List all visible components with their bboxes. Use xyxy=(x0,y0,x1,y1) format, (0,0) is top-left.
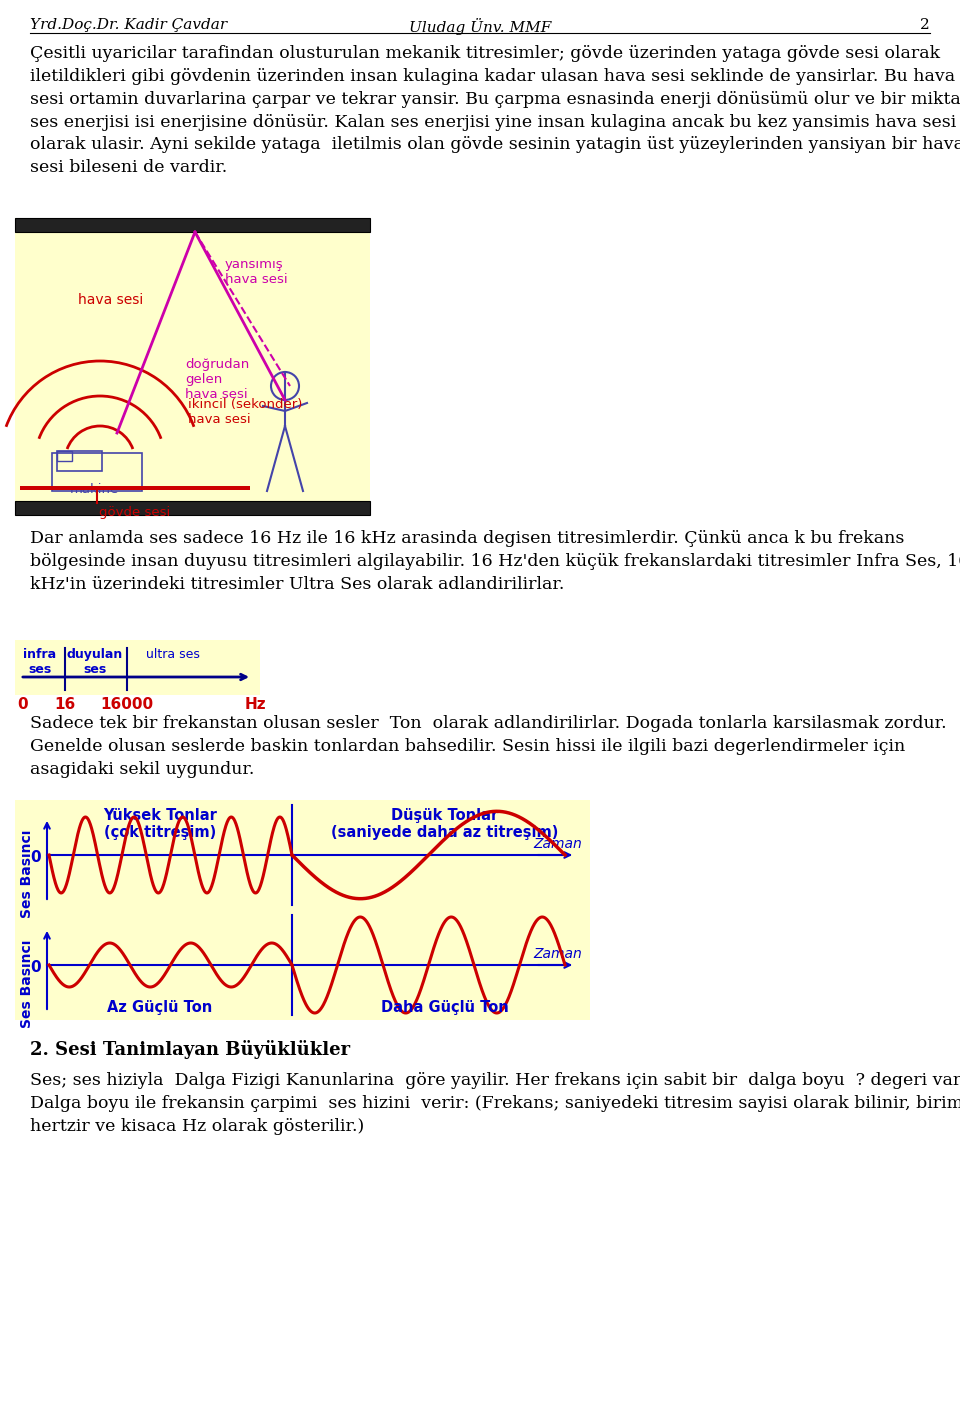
Text: Yrd.Doç.Dr. Kadir Çavdar: Yrd.Doç.Dr. Kadir Çavdar xyxy=(30,18,228,32)
Text: gövde sesi: gövde sesi xyxy=(100,506,171,519)
Text: Ses; ses hiziyla  Dalga Fizigi Kanunlarina  göre yayilir. Her frekans için sabit: Ses; ses hiziyla Dalga Fizigi Kanunlarin… xyxy=(30,1072,960,1134)
Text: 0: 0 xyxy=(31,850,41,865)
Text: makine: makine xyxy=(70,483,119,496)
Text: Az Güçlü Ton: Az Güçlü Ton xyxy=(108,1000,212,1014)
Text: Yüksek Tonlar
(çok titreşim): Yüksek Tonlar (çok titreşim) xyxy=(103,807,217,840)
Bar xyxy=(15,502,370,516)
Text: Zaman: Zaman xyxy=(533,947,582,961)
Bar xyxy=(15,800,590,1020)
Text: 16: 16 xyxy=(55,697,76,712)
Text: Çesitli uyaricilar tarafindan olusturulan mekanik titresimler; gövde üzerinden y: Çesitli uyaricilar tarafindan olusturula… xyxy=(30,45,960,176)
Text: Dar anlamda ses sadece 16 Hz ile 16 kHz arasinda degisen titresimlerdir. Çünkü a: Dar anlamda ses sadece 16 Hz ile 16 kHz … xyxy=(30,530,960,593)
Text: doğrudan
gelen
hava sesi: doğrudan gelen hava sesi xyxy=(185,358,250,402)
Text: Zaman: Zaman xyxy=(533,837,582,851)
Bar xyxy=(20,486,250,490)
Text: Ses Basıncı: Ses Basıncı xyxy=(20,830,34,919)
Bar xyxy=(15,218,370,232)
Text: hava sesi: hava sesi xyxy=(78,293,143,307)
Text: 2: 2 xyxy=(921,18,930,32)
Text: ultra ses: ultra ses xyxy=(146,648,200,661)
Bar xyxy=(15,218,370,503)
Text: 0: 0 xyxy=(17,697,28,712)
Text: Düşük Tonlar
(saniyede daha az titreşim): Düşük Tonlar (saniyede daha az titreşim) xyxy=(331,807,559,840)
Bar xyxy=(52,454,142,490)
Text: ikincil (sekonder)
hava sesi: ikincil (sekonder) hava sesi xyxy=(188,397,302,426)
Text: infra
ses: infra ses xyxy=(23,648,57,676)
Text: Hz: Hz xyxy=(244,697,266,712)
Bar xyxy=(57,451,72,461)
Text: Ses Basıncı: Ses Basıncı xyxy=(20,940,34,1029)
Text: Uludag Ünv. MMF: Uludag Ünv. MMF xyxy=(409,18,551,35)
Text: Sadece tek bir frekanstan olusan sesler  Ton  olarak adlandirilirlar. Dogada ton: Sadece tek bir frekanstan olusan sesler … xyxy=(30,714,947,778)
Text: duyulan
ses: duyulan ses xyxy=(67,648,123,676)
Text: yansımış
hava sesi: yansımış hava sesi xyxy=(225,258,288,286)
Text: 16000: 16000 xyxy=(101,697,154,712)
Bar xyxy=(15,640,260,695)
Text: 0: 0 xyxy=(31,960,41,975)
Bar xyxy=(57,451,102,471)
Text: 2. Sesi Tanimlayan Büyüklükler: 2. Sesi Tanimlayan Büyüklükler xyxy=(30,1040,350,1060)
Text: Daha Güçlü Ton: Daha Güçlü Ton xyxy=(381,1000,509,1014)
